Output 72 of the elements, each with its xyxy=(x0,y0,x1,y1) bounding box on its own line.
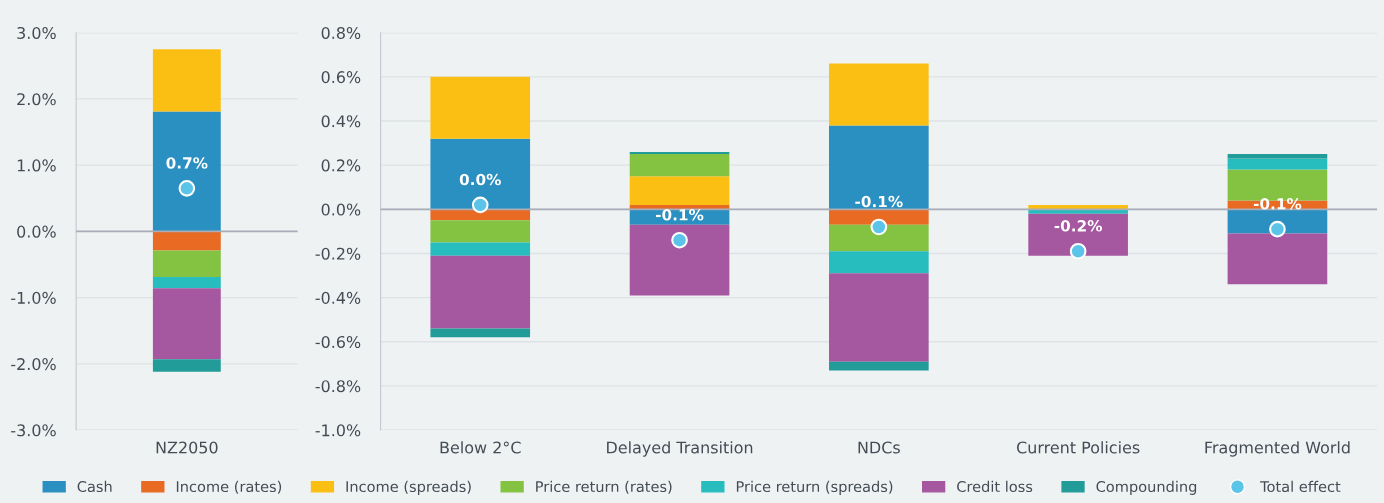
x-tick-label: Current Policies xyxy=(1016,441,1140,454)
bar xyxy=(152,277,221,289)
data-label: 0.0% xyxy=(459,173,501,186)
bar xyxy=(629,154,730,177)
y-tick-label: 0.0% xyxy=(17,225,56,238)
x-tick-label: Fragmented World xyxy=(1205,441,1350,457)
bar xyxy=(829,125,929,210)
y-tick-label: 0.2% xyxy=(321,159,361,172)
x-tick-label: NDCs xyxy=(858,441,900,454)
bar xyxy=(629,176,730,205)
bar xyxy=(829,224,929,252)
y-tick-label: 3.0% xyxy=(17,26,56,39)
x-tick-label: NZ2050 xyxy=(156,441,218,454)
bar xyxy=(1227,209,1328,234)
bar xyxy=(430,138,531,210)
x-tick-label: Delayed Transition xyxy=(607,441,753,457)
bar xyxy=(1227,158,1328,170)
bar xyxy=(629,224,730,296)
bar xyxy=(1227,154,1328,159)
y-tick-label: 0.0% xyxy=(321,203,361,216)
bar xyxy=(152,359,221,372)
data-label: 0.7% xyxy=(166,157,208,169)
bar xyxy=(430,220,531,243)
bar xyxy=(829,209,929,225)
bar xyxy=(1227,233,1328,285)
bar xyxy=(152,49,221,112)
bar xyxy=(629,151,730,155)
legend-label: Income (rates) xyxy=(176,480,282,494)
bar xyxy=(152,111,221,232)
legend-label: Cash xyxy=(77,480,112,493)
legend-label: Total effect xyxy=(1260,480,1341,493)
bar xyxy=(829,251,929,274)
point xyxy=(1069,242,1087,260)
bar xyxy=(430,328,531,338)
bar xyxy=(152,288,221,360)
bar xyxy=(152,231,221,251)
bar xyxy=(430,255,531,329)
legend-label: Price return (rates) xyxy=(536,480,672,494)
y-tick-label: -2.0% xyxy=(11,358,56,371)
legend-label: Compounding xyxy=(1096,480,1197,495)
y-tick-label: 0.6% xyxy=(321,71,361,84)
point xyxy=(471,196,489,214)
y-tick-label: -0.2% xyxy=(315,247,361,260)
data-label: -0.1% xyxy=(656,209,704,221)
y-tick-label: -0.4% xyxy=(315,291,361,304)
x-tick-label: Below 2°C xyxy=(440,441,521,454)
bar xyxy=(1028,213,1128,256)
data-label: -0.2% xyxy=(1054,220,1103,232)
legend-label: Income (spreads) xyxy=(346,480,471,495)
y-tick-label: 0.4% xyxy=(321,115,361,128)
bar xyxy=(829,273,929,362)
point xyxy=(1269,220,1286,238)
bar xyxy=(829,361,929,371)
legend-label: Price return (spreads) xyxy=(736,480,893,495)
y-tick-label: 2.0% xyxy=(17,93,56,106)
data-label: -0.1% xyxy=(855,195,903,208)
point xyxy=(870,218,888,236)
y-tick-label: -0.6% xyxy=(315,335,361,349)
bar xyxy=(1028,209,1128,214)
point xyxy=(671,231,688,249)
legend-label: Credit loss xyxy=(957,480,1033,493)
y-tick-label: -1.0% xyxy=(315,424,361,437)
y-tick-label: 0.8% xyxy=(321,26,361,39)
bar xyxy=(829,63,929,126)
y-tick-label: 1.0% xyxy=(17,159,56,172)
y-tick-label: -1.0% xyxy=(11,291,56,304)
bar xyxy=(430,76,531,139)
bar xyxy=(152,250,221,278)
y-tick-label: -0.8% xyxy=(315,380,361,393)
y-tick-label: -3.0% xyxy=(11,424,56,437)
bar xyxy=(430,242,531,256)
data-label: -0.1% xyxy=(1253,197,1302,210)
